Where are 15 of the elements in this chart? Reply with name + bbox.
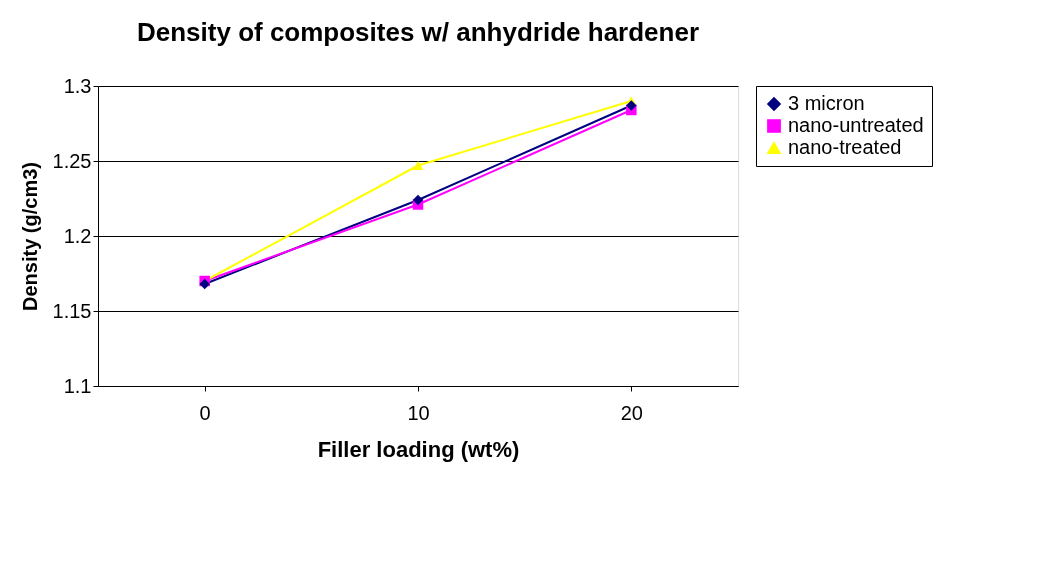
legend-label: nano-treated	[788, 136, 902, 158]
y-tick-label: 1.3	[63, 74, 92, 97]
y-tick-label: 1.15	[52, 299, 92, 322]
chart-title: Density of composites w/ anhydride hardener	[136, 17, 700, 47]
y-tick-label: 1.1	[63, 374, 92, 397]
y-tick-label: 1.25	[52, 149, 92, 172]
y-tick-label: 1.2	[63, 224, 92, 247]
y-axis-title: Density (g/cm3)	[18, 162, 41, 311]
x-tick-label: 10	[407, 401, 430, 424]
x-tick-label: 20	[620, 401, 643, 424]
point	[412, 194, 424, 206]
legend-label: nano-untreated	[788, 114, 924, 136]
x-axis-title: Filler loading (wt%)	[317, 436, 520, 462]
x-tick-label: 0	[199, 401, 211, 424]
legend-label: 3 micron	[788, 92, 865, 114]
